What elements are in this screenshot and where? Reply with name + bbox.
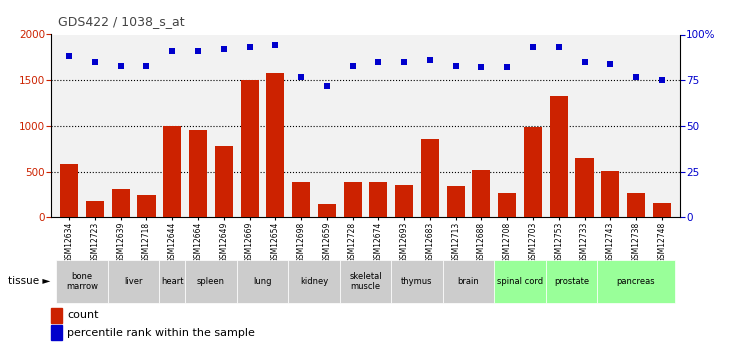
Point	[89, 59, 101, 65]
Bar	[56, 260, 108, 303]
Bar	[340, 260, 391, 303]
Bar	[602, 171, 619, 217]
Bar	[546, 260, 597, 303]
Bar	[421, 139, 439, 217]
Point	[346, 63, 358, 68]
Bar	[344, 182, 362, 217]
Bar	[266, 73, 284, 217]
Bar	[137, 195, 156, 217]
Bar	[524, 127, 542, 217]
Text: percentile rank within the sample: percentile rank within the sample	[67, 328, 255, 337]
Point	[553, 45, 564, 50]
Bar	[395, 185, 413, 217]
Point	[270, 43, 281, 48]
Bar	[550, 96, 568, 217]
Bar	[472, 170, 491, 217]
Point	[450, 63, 461, 68]
Point	[630, 74, 642, 79]
Point	[579, 59, 591, 65]
Text: bone
marrow: bone marrow	[66, 272, 98, 290]
Point	[424, 57, 436, 63]
Text: spinal cord: spinal cord	[497, 277, 543, 286]
Bar	[447, 186, 465, 217]
Bar	[185, 260, 237, 303]
Point	[140, 63, 152, 68]
Bar	[159, 260, 185, 303]
Bar	[51, 308, 62, 323]
Bar	[499, 193, 516, 217]
Bar	[240, 80, 259, 217]
Bar	[163, 126, 181, 217]
Point	[476, 65, 488, 70]
Text: GDS422 / 1038_s_at: GDS422 / 1038_s_at	[58, 14, 185, 28]
Text: brain: brain	[458, 277, 480, 286]
Bar	[51, 325, 62, 340]
Bar	[318, 204, 336, 217]
Point	[64, 54, 75, 59]
Bar	[369, 182, 387, 217]
Bar	[112, 189, 130, 217]
Point	[167, 48, 178, 54]
Point	[605, 61, 616, 67]
Text: count: count	[67, 310, 99, 320]
Text: liver: liver	[124, 277, 143, 286]
Point	[501, 65, 513, 70]
Point	[527, 45, 539, 50]
Text: skeletal
muscle: skeletal muscle	[349, 272, 382, 290]
Bar	[391, 260, 443, 303]
Bar	[60, 164, 78, 217]
Text: heart: heart	[161, 277, 183, 286]
Point	[115, 63, 126, 68]
Text: lung: lung	[253, 277, 272, 286]
Bar	[575, 158, 594, 217]
Bar	[443, 260, 494, 303]
Point	[656, 77, 667, 83]
Point	[192, 48, 204, 54]
Point	[398, 59, 410, 65]
Point	[218, 46, 230, 52]
Point	[295, 74, 307, 79]
Text: spleen: spleen	[197, 277, 225, 286]
Bar	[292, 182, 310, 217]
Text: tissue ►: tissue ►	[8, 276, 50, 286]
Point	[321, 83, 333, 88]
Bar	[494, 260, 546, 303]
Bar	[108, 260, 159, 303]
Bar	[189, 130, 207, 217]
Text: prostate: prostate	[554, 277, 589, 286]
Bar	[237, 260, 288, 303]
Bar	[597, 260, 675, 303]
Bar	[215, 147, 232, 217]
Bar	[288, 260, 340, 303]
Text: kidney: kidney	[300, 277, 328, 286]
Text: thymus: thymus	[401, 277, 433, 286]
Bar	[653, 203, 671, 217]
Text: pancreas: pancreas	[617, 277, 656, 286]
Bar	[627, 193, 645, 217]
Bar	[86, 201, 104, 217]
Point	[243, 45, 255, 50]
Point	[373, 59, 385, 65]
